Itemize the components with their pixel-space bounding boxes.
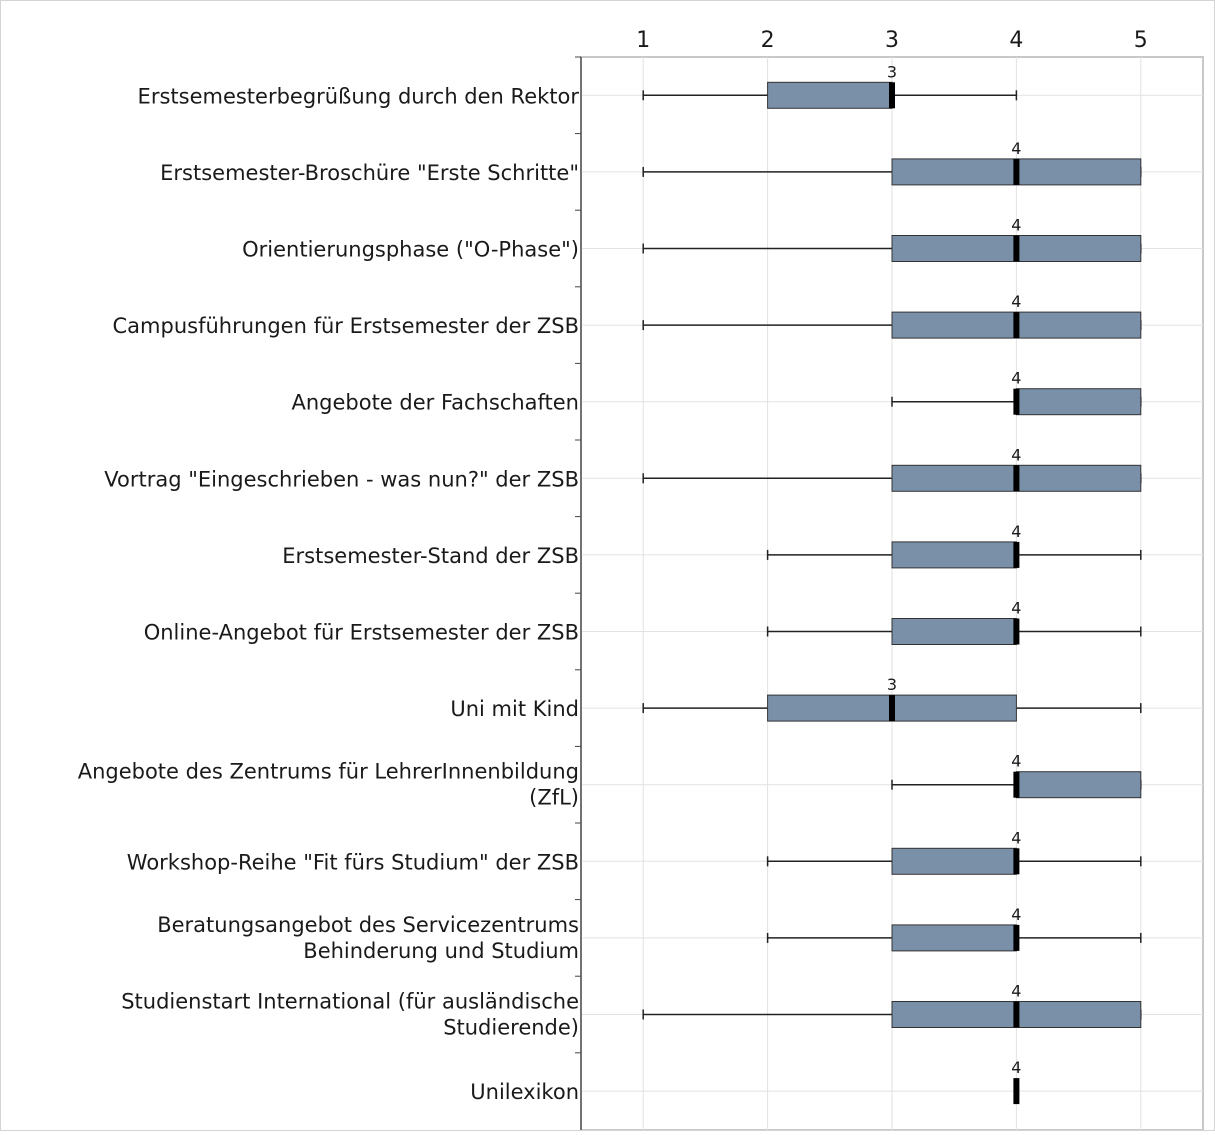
box-row: Online-Angebot für Erstsemester der ZSB 4 bbox=[144, 599, 1142, 645]
category-label: Erstsemester-Broschüre "Erste Schritte" bbox=[160, 161, 579, 185]
box-row: Uni mit Kind 3 bbox=[450, 675, 1142, 722]
median-marker bbox=[1013, 158, 1020, 185]
median-label: 4 bbox=[1011, 445, 1021, 464]
category-label: Unilexikon bbox=[470, 1080, 579, 1104]
category-label: Beratungsangebot des Servicezentrums bbox=[157, 913, 579, 937]
category-label: Erstsemesterbegrüßung durch den Rektor bbox=[138, 84, 580, 108]
box-row: Unilexikon 4 bbox=[470, 1058, 1021, 1105]
median-label: 4 bbox=[1011, 1058, 1021, 1077]
median-label: 4 bbox=[1011, 905, 1021, 924]
median-label: 3 bbox=[887, 62, 897, 81]
category-label: Behinderung und Studium bbox=[303, 939, 579, 963]
category-label: Angebote der Fachschaften bbox=[291, 391, 579, 415]
category-label: Orientierungsphase ("O-Phase") bbox=[242, 238, 579, 262]
median-label: 4 bbox=[1011, 828, 1021, 847]
category-label: Angebote des Zentrums für LehrerInnenbil… bbox=[78, 760, 579, 784]
box-row: Angebote der Fachschaften 4 bbox=[291, 369, 1142, 416]
median-marker bbox=[1013, 848, 1020, 875]
median-label: 4 bbox=[1011, 599, 1021, 618]
iqr-box bbox=[891, 847, 1017, 875]
median-label: 4 bbox=[1011, 139, 1021, 158]
x-tick-label: 3 bbox=[885, 28, 899, 53]
iqr-box bbox=[891, 541, 1017, 569]
box-row: Campusführungen für Erstsemester der ZSB… bbox=[113, 292, 1142, 339]
category-label: Online-Angebot für Erstsemester der ZSB bbox=[144, 621, 579, 645]
median-label: 4 bbox=[1011, 752, 1021, 771]
iqr-box bbox=[891, 924, 1017, 952]
median-marker bbox=[889, 82, 895, 109]
x-tick-label: 4 bbox=[1009, 28, 1023, 53]
median-label: 4 bbox=[1011, 982, 1021, 1001]
median-marker bbox=[1013, 618, 1020, 645]
iqr-box bbox=[1015, 388, 1142, 416]
median-marker bbox=[1013, 1078, 1020, 1105]
median-marker bbox=[1013, 541, 1020, 568]
median-label: 4 bbox=[1011, 522, 1021, 541]
x-tick-label: 2 bbox=[761, 28, 775, 53]
category-label: Uni mit Kind bbox=[450, 697, 579, 721]
box-row: Workshop-Reihe "Fit fürs Studium" der ZS… bbox=[127, 828, 1142, 875]
median-label: 4 bbox=[1011, 369, 1021, 388]
x-tick-label: 5 bbox=[1134, 28, 1148, 53]
box-row: Angebote des Zentrums für LehrerInnenbil… bbox=[78, 752, 1142, 810]
category-label: (ZfL) bbox=[529, 786, 579, 810]
category-label: Studienstart International (für ausländi… bbox=[121, 990, 579, 1014]
median-label: 4 bbox=[1011, 216, 1021, 235]
iqr-box bbox=[1015, 771, 1142, 799]
median-marker bbox=[1013, 465, 1020, 492]
category-label: Workshop-Reihe "Fit fürs Studium" der ZS… bbox=[127, 850, 579, 874]
box-row: Erstsemester-Broschüre "Erste Schritte" 4 bbox=[160, 139, 1142, 186]
category-label: Studierende) bbox=[443, 1016, 579, 1040]
median-marker bbox=[1013, 924, 1020, 951]
x-tick-label: 1 bbox=[636, 28, 650, 53]
box-row: Erstsemester-Stand der ZSB 4 bbox=[282, 522, 1142, 569]
median-marker bbox=[1013, 771, 1020, 798]
median-marker bbox=[1013, 1001, 1020, 1028]
median-marker bbox=[1013, 312, 1020, 339]
iqr-box bbox=[891, 618, 1017, 645]
median-label: 3 bbox=[887, 675, 897, 694]
box-row: Erstsemesterbegrüßung durch den Rektor 3 bbox=[138, 62, 1018, 109]
median-marker bbox=[1013, 235, 1020, 262]
box-row: Studienstart International (für ausländi… bbox=[121, 982, 1142, 1040]
category-label: Campusführungen für Erstsemester der ZSB bbox=[113, 314, 579, 338]
box-row: Beratungsangebot des ServicezentrumsBehi… bbox=[157, 905, 1142, 963]
box-row: Vortrag "Eingeschrieben - was nun?" der … bbox=[104, 445, 1142, 492]
category-label: Vortrag "Eingeschrieben - was nun?" der … bbox=[104, 467, 579, 491]
median-label: 4 bbox=[1011, 292, 1021, 311]
box-row: Orientierungsphase ("O-Phase") 4 bbox=[242, 216, 1142, 262]
category-label: Erstsemester-Stand der ZSB bbox=[282, 544, 579, 568]
iqr-box bbox=[767, 81, 893, 109]
median-marker bbox=[1013, 388, 1020, 415]
median-marker bbox=[889, 695, 895, 722]
